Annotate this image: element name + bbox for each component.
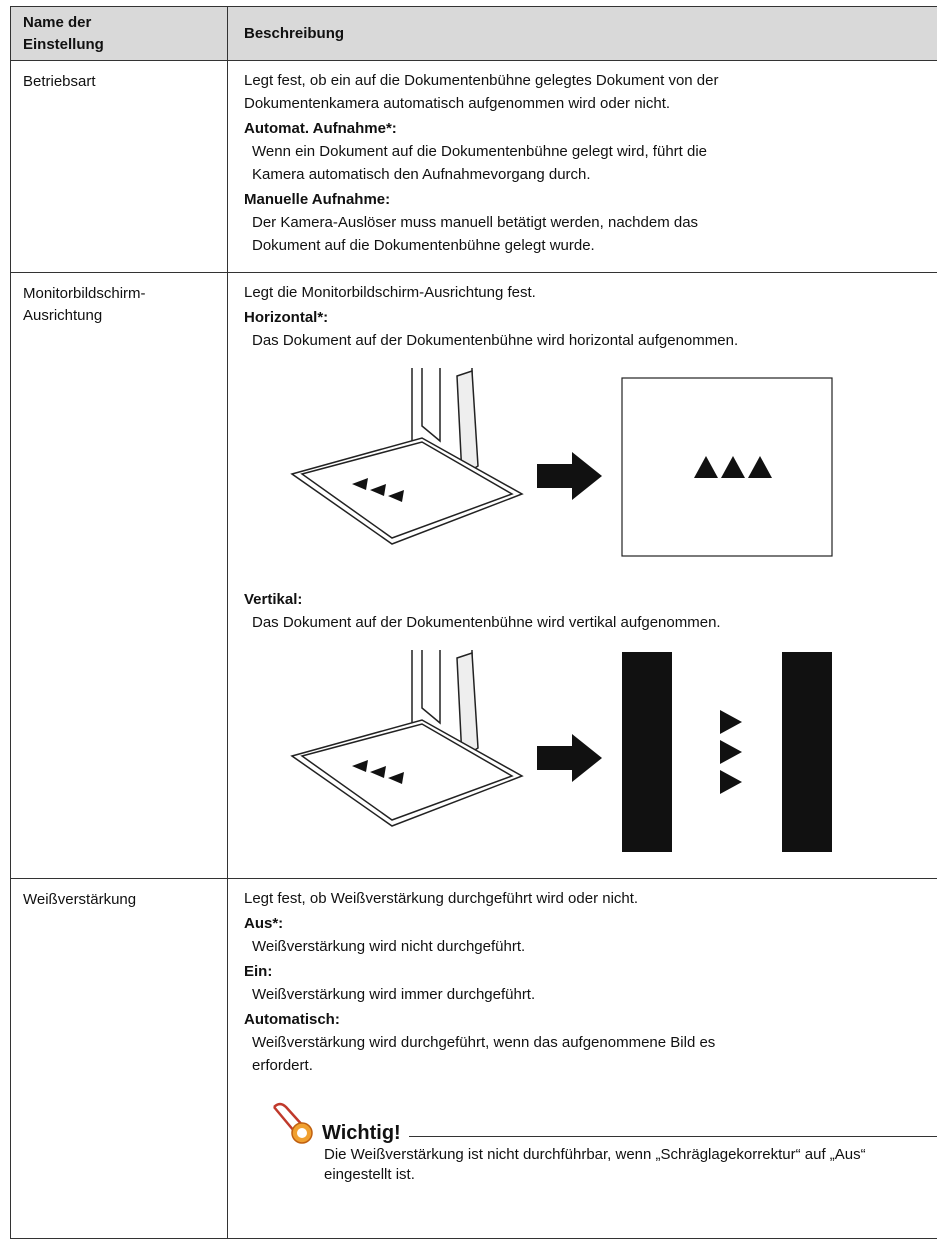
option-label: Ein: — [244, 960, 937, 983]
table-row: Weißverstärkung Legt fest, ob Weißverstä… — [11, 879, 937, 1239]
desc-cell: Legt fest, ob Weißverstärkung durchgefüh… — [228, 879, 937, 1239]
option-label: Automat. Aufnahme*: — [244, 117, 937, 140]
note-text: Die Weißverstärkung ist nicht durchführb… — [324, 1145, 894, 1185]
option-text: Weißverstärkung wird immer durchgeführt. — [244, 983, 757, 1006]
name-cell: Betriebsart — [11, 61, 228, 273]
table-row: Monitorbildschirm-Ausrichtung Legt die M… — [11, 273, 937, 879]
option-label: Automatisch: — [244, 1008, 937, 1031]
option-label: Horizontal*: — [244, 306, 937, 329]
table-row: Betriebsart Legt fest, ob ein auf die Do… — [11, 61, 937, 273]
description: Legt fest, ob Weißverstärkung durchgefüh… — [228, 879, 937, 1193]
option-text: Das Dokument auf der Dokumentenbühne wir… — [244, 611, 757, 634]
setting-name: Betriebsart — [11, 61, 180, 93]
header-text: Name der Einstellung — [11, 12, 180, 56]
header-cell: Name der Einstellung — [11, 7, 228, 61]
option-text: Weißverstärkung wird durchgeführt, wenn … — [244, 1031, 757, 1077]
description: Legt die Monitorbildschirm-Ausrichtung f… — [228, 273, 937, 878]
intro-text: Legt die Monitorbildschirm-Ausrichtung f… — [244, 281, 769, 304]
option-label: Aus*: — [244, 912, 937, 935]
note-rule — [409, 1136, 937, 1137]
note-icon — [270, 1101, 320, 1145]
settings-table: Name der Einstellung Beschreibung Betrie… — [10, 6, 937, 1239]
desc-cell: Legt fest, ob ein auf die Dokumentenbühn… — [228, 61, 937, 273]
vertical-illustration — [272, 648, 852, 858]
description: Legt fest, ob ein auf die Dokumentenbühn… — [228, 61, 937, 265]
note-title: Wichtig! — [322, 1122, 401, 1145]
desc-cell: Legt die Monitorbildschirm-Ausrichtung f… — [228, 273, 937, 879]
header-cell: Beschreibung — [228, 7, 937, 61]
header-row: Name der Einstellung Beschreibung — [11, 7, 937, 61]
header-text: Beschreibung — [228, 22, 937, 45]
note-box: Wichtig! Die Weißverstärkung ist nicht d… — [270, 1101, 937, 1185]
page: Einstellungen {"table": { "header": ["Na… — [0, 0, 937, 1162]
setting-name: Monitorbildschirm-Ausrichtung — [11, 273, 180, 327]
note-head: Wichtig! — [270, 1101, 937, 1145]
option-label: Vertikal: — [244, 588, 937, 611]
page-body: Name der Einstellung Beschreibung Betrie… — [0, 0, 937, 1162]
option-text: Das Dokument auf der Dokumentenbühne wir… — [244, 329, 757, 352]
option-text: Weißverstärkung wird nicht durchgeführt. — [244, 935, 757, 958]
option-text: Der Kamera-Auslöser muss manuell betätig… — [244, 211, 757, 257]
setting-name: Weißverstärkung — [11, 879, 180, 911]
name-cell: Monitorbildschirm-Ausrichtung — [11, 273, 228, 879]
horizontal-illustration — [272, 366, 852, 576]
option-label: Manuelle Aufnahme: — [244, 188, 937, 211]
intro-text: Legt fest, ob ein auf die Dokumentenbühn… — [244, 69, 769, 115]
option-text: Wenn ein Dokument auf die Dokumentenbühn… — [244, 140, 757, 186]
name-cell: Weißverstärkung — [11, 879, 228, 1239]
intro-text: Legt fest, ob Weißverstärkung durchgefüh… — [244, 887, 769, 910]
